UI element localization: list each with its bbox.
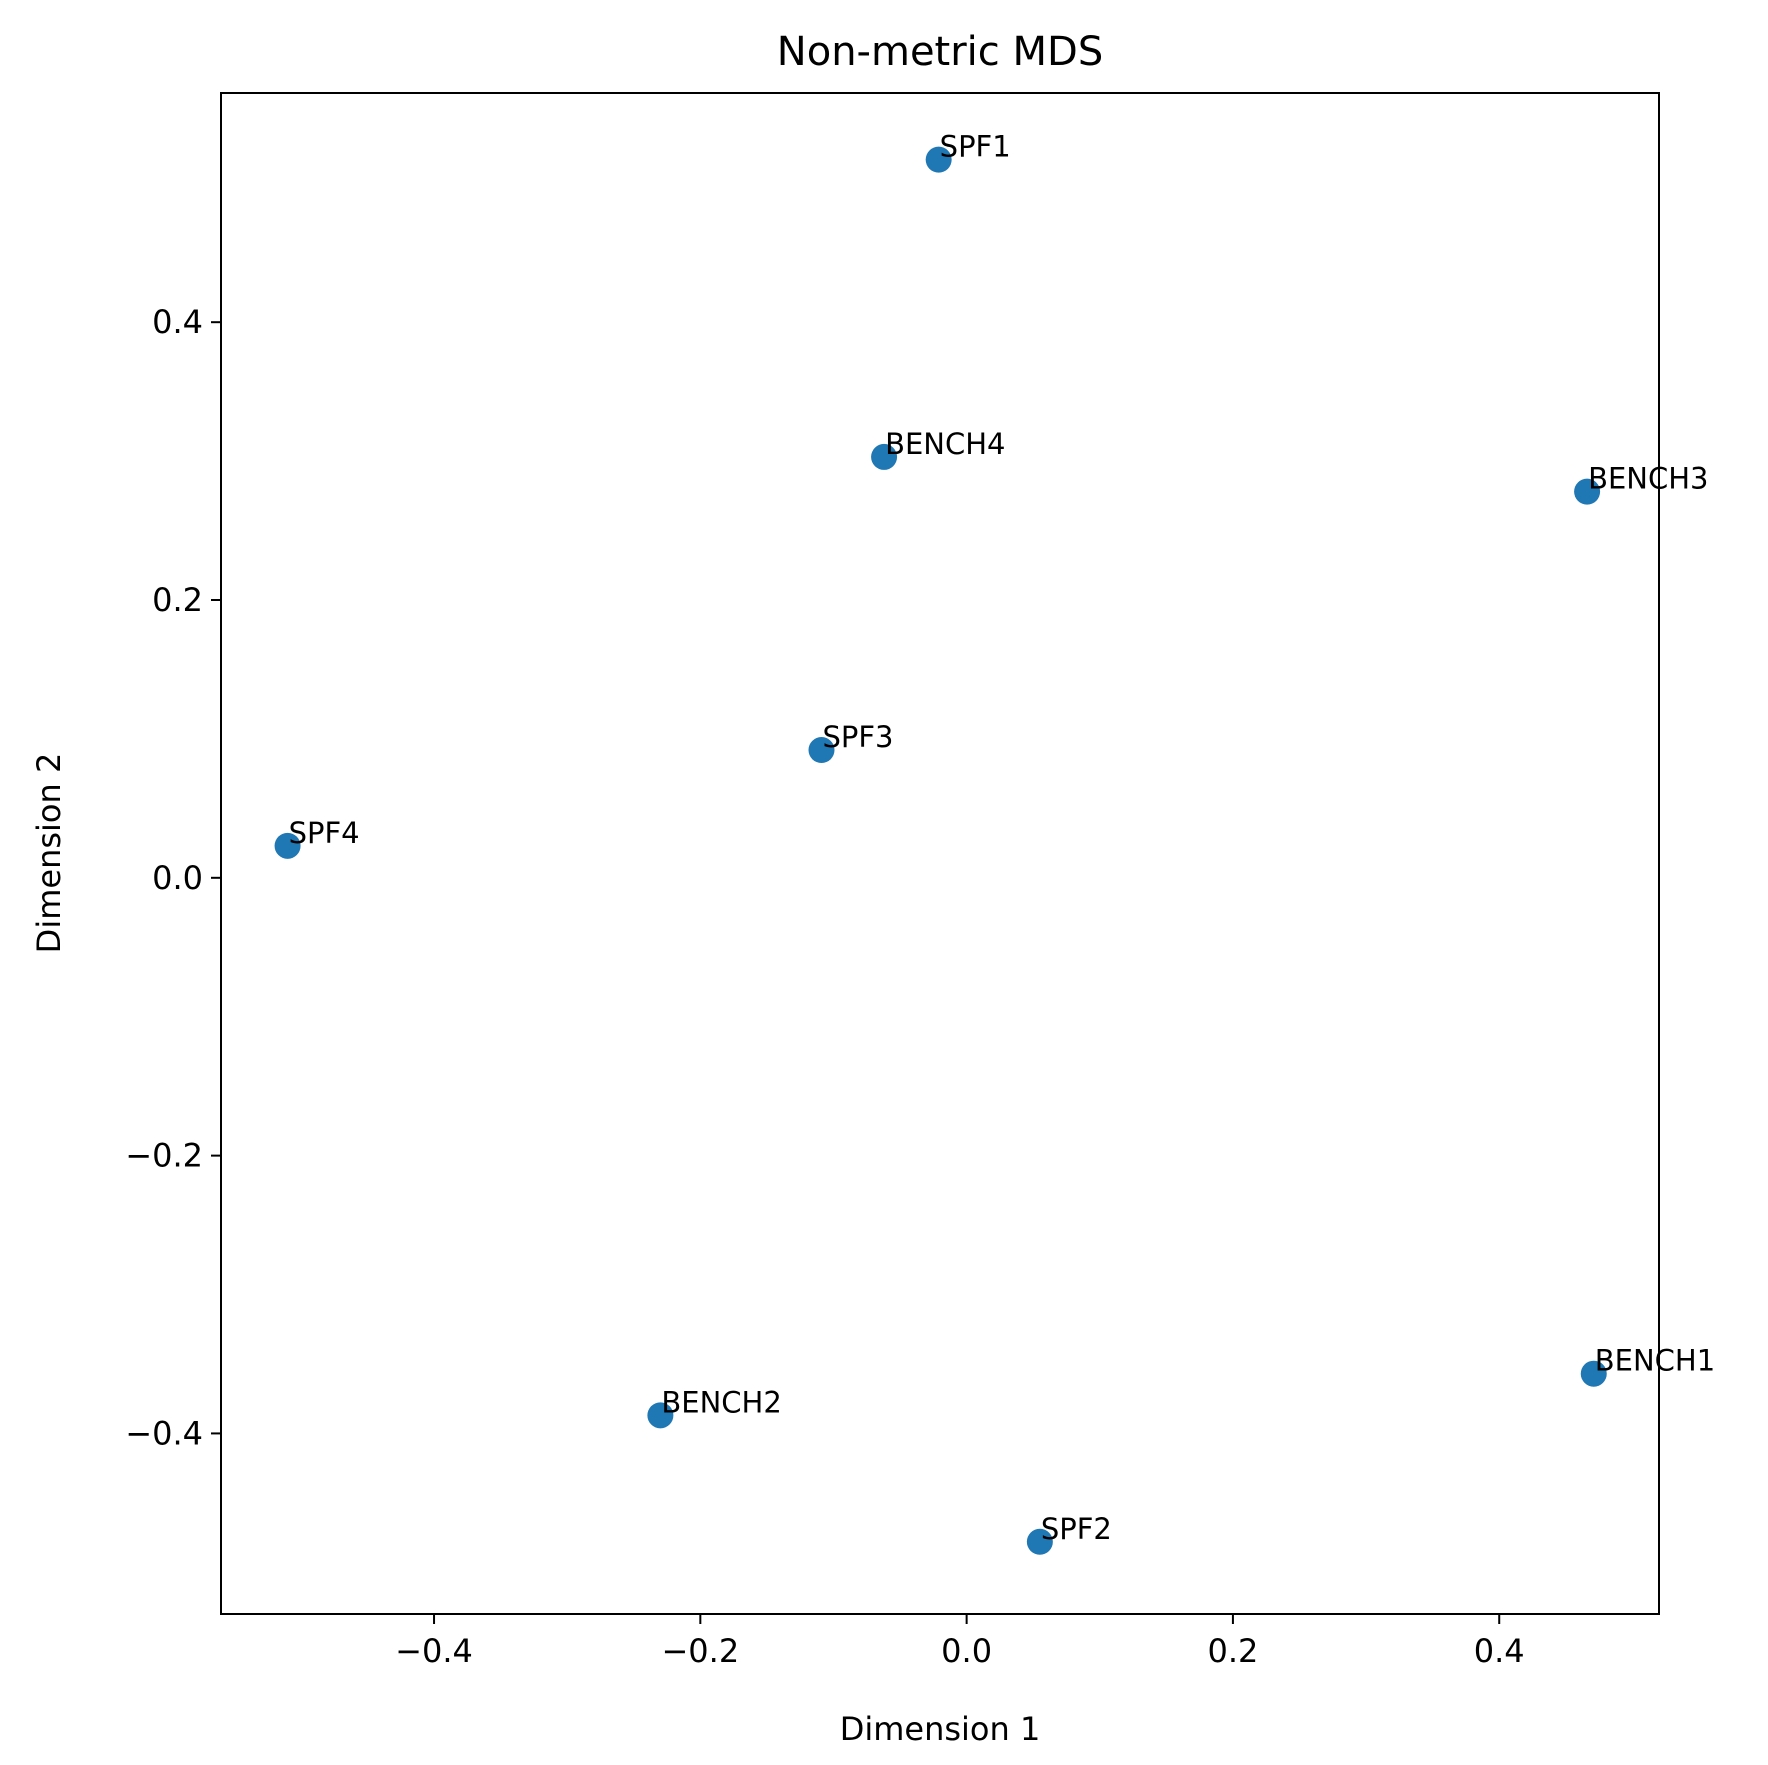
y-tick-label: −0.4: [125, 1414, 203, 1452]
x-axis-label: Dimension 1: [840, 1710, 1041, 1748]
plot-frame: [220, 92, 1660, 1615]
x-tick-label: 0.0: [941, 1632, 992, 1670]
chart-title: Non-metric MDS: [777, 29, 1103, 75]
y-tick-label: 0.0: [152, 859, 203, 897]
x-tick-label: 0.2: [1207, 1632, 1258, 1670]
data-point: [1026, 1528, 1053, 1555]
y-tick-label: −0.2: [125, 1137, 203, 1175]
x-tick-label: 0.4: [1474, 1632, 1525, 1670]
data-point-label: SPF1: [940, 130, 1011, 164]
data-point: [1574, 478, 1601, 505]
y-axis-ticks: −0.4 −0.2 0.0 0.2 0.4: [125, 303, 221, 1452]
data-point: [647, 1402, 674, 1429]
data-point-label: SPF2: [1041, 1512, 1112, 1546]
data-point-label: BENCH4: [885, 427, 1005, 461]
x-tick-label: −0.4: [395, 1632, 473, 1670]
data-point: [925, 146, 952, 173]
data-point-label: SPF3: [822, 720, 893, 754]
x-tick-label: −0.2: [661, 1632, 739, 1670]
data-point-label: BENCH2: [661, 1385, 781, 1419]
data-point-label: BENCH1: [1595, 1344, 1715, 1378]
y-tick-label: 0.2: [152, 581, 203, 619]
data-point-label: SPF4: [289, 816, 360, 850]
data-points: SPF1 BENCH4 BENCH3 SPF3 SPF4 BENCH1 BENCH2 SPF2: [274, 130, 1715, 1555]
x-axis-ticks: −0.4 −0.2 0.0 0.2 0.4: [395, 1614, 1525, 1670]
data-point: [274, 832, 301, 859]
data-point: [871, 443, 898, 470]
y-tick-label: 0.4: [152, 303, 203, 341]
data-point: [1580, 1360, 1607, 1387]
data-point: [808, 737, 835, 764]
y-axis-label: Dimension 2: [30, 753, 68, 954]
data-point-label: BENCH3: [1588, 462, 1708, 496]
